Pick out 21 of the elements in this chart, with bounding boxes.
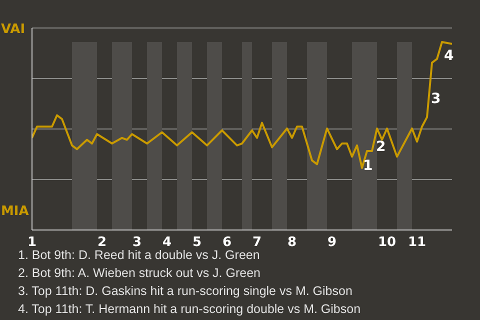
annotation: 4	[444, 48, 454, 64]
annotation: 2	[376, 139, 386, 156]
text: 2. Bot 9th: A. Wieben struck out vs J. Green	[18, 265, 262, 282]
x-tick-label: 10	[378, 235, 396, 250]
x-tick-label: 2	[97, 235, 107, 250]
x-tick-label: 1	[27, 235, 37, 250]
annotation: 1	[363, 158, 373, 174]
text: VAI	[1, 22, 26, 37]
text: 3. Top 11th: D. Gaskins hit a run-scoring single vs M. Gibson	[18, 283, 354, 300]
text: MIA	[1, 204, 29, 219]
x-tick-label: 8	[287, 235, 297, 250]
text: 1. Bot 9th: D. Reed hit a double vs J. Green	[18, 248, 260, 262]
text: 4. Top 11th: T. Hermann hit a run-scoring double vs M. Gibson	[18, 301, 361, 318]
x-tick-label: 9	[327, 235, 337, 250]
x-tick-label: 6	[222, 235, 232, 250]
x-tick-label: 5	[192, 235, 202, 250]
x-tick-label: 7	[252, 235, 262, 250]
x-tick-label: 11	[408, 235, 426, 250]
x-tick-label: 4	[162, 235, 172, 250]
annotation: 3	[431, 91, 441, 108]
x-tick-label: 3	[132, 235, 142, 250]
